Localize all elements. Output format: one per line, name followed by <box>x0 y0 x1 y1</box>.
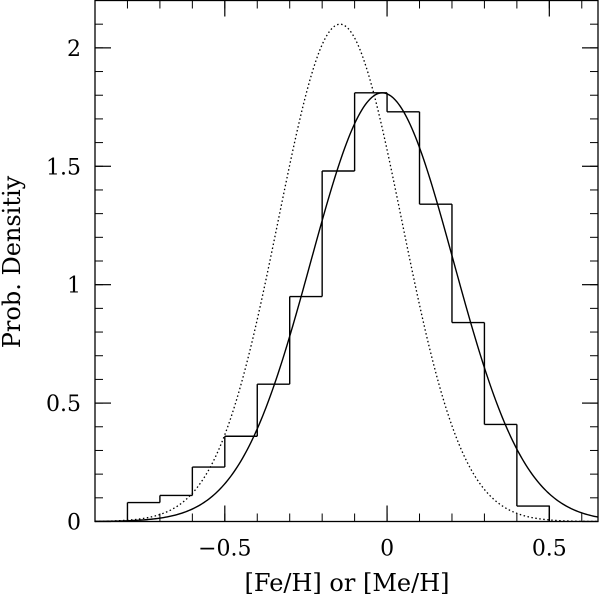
y-tick-label: 0 <box>67 511 81 536</box>
y-tick-label: 1 <box>67 274 81 299</box>
y-tick-label: 0.5 <box>46 392 81 417</box>
solid-gaussian-curve <box>94 92 599 523</box>
x-tick-label: −0.5 <box>198 537 251 562</box>
y-tick-label: 1.5 <box>46 155 81 180</box>
minor-ticks <box>94 0 598 522</box>
y-axis-label: Prob. Densitiy <box>0 175 26 348</box>
y-tick-labels: 0 0.5 1 1.5 2 <box>46 37 81 536</box>
x-axis-label: [Fe/H] or [Me/H] <box>245 569 450 597</box>
x-tick-label: 0 <box>380 537 394 562</box>
major-ticks <box>95 0 598 523</box>
plot-frame <box>94 0 599 523</box>
histogram <box>126 92 551 522</box>
dotted-gaussian-curve <box>94 23 599 523</box>
x-tick-label: 0.5 <box>532 537 567 562</box>
x-tick-labels: −0.5 0 0.5 <box>198 537 567 562</box>
y-tick-label: 2 <box>67 37 81 62</box>
